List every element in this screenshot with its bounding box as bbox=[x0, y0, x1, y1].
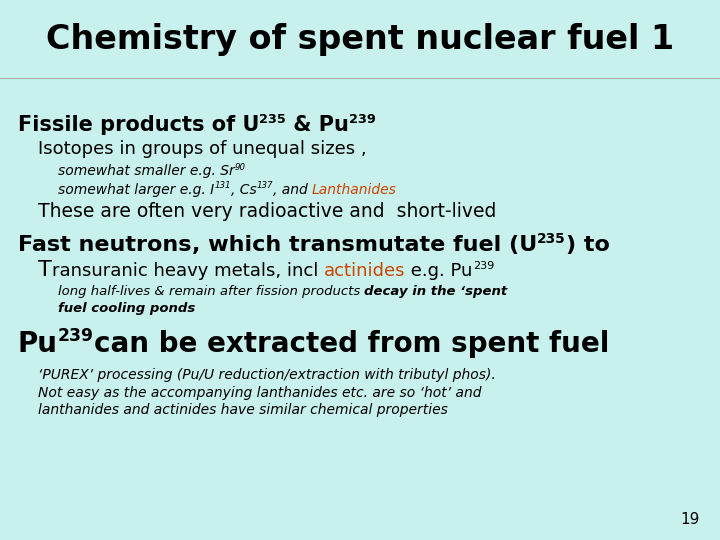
Text: Pu: Pu bbox=[18, 329, 58, 357]
Text: lanthanides and actinides have similar chemical properties: lanthanides and actinides have similar c… bbox=[38, 403, 448, 417]
Text: 239: 239 bbox=[473, 261, 494, 271]
Text: Lanthanides: Lanthanides bbox=[312, 183, 397, 197]
Text: Not easy as the accompanying lanthanides etc. are so ‘hot’ and: Not easy as the accompanying lanthanides… bbox=[38, 386, 482, 400]
Text: T: T bbox=[38, 260, 52, 280]
Text: 235: 235 bbox=[259, 113, 286, 126]
Text: Isotopes in groups of unequal sizes ,: Isotopes in groups of unequal sizes , bbox=[38, 140, 366, 158]
Text: & Pu: & Pu bbox=[286, 116, 349, 136]
Text: 137: 137 bbox=[256, 181, 273, 191]
Text: Fast neutrons: Fast neutrons bbox=[18, 235, 192, 255]
Text: somewhat smaller e.g. Sr: somewhat smaller e.g. Sr bbox=[58, 164, 235, 178]
Text: 239: 239 bbox=[58, 327, 94, 345]
Text: ‘PUREX’ processing (Pu/U reduction/extraction with tributyl phos).: ‘PUREX’ processing (Pu/U reduction/extra… bbox=[38, 368, 496, 382]
Text: somewhat larger e.g. I: somewhat larger e.g. I bbox=[58, 183, 215, 197]
Text: 235: 235 bbox=[536, 232, 565, 246]
Text: These are often very radioactive and  short-lived: These are often very radioactive and sho… bbox=[38, 202, 496, 221]
Text: , which transmutate fuel (U: , which transmutate fuel (U bbox=[192, 235, 536, 255]
Text: Fissile products of U: Fissile products of U bbox=[18, 116, 259, 136]
Text: 131: 131 bbox=[215, 181, 230, 191]
Text: , and: , and bbox=[273, 183, 312, 197]
Text: long half-lives & remain after fission products: long half-lives & remain after fission p… bbox=[58, 285, 364, 298]
Text: ransuranic heavy metals, incl: ransuranic heavy metals, incl bbox=[52, 262, 324, 280]
Text: can be extracted from spent fuel: can be extracted from spent fuel bbox=[94, 329, 609, 357]
Text: 239: 239 bbox=[349, 113, 376, 126]
Text: , Cs: , Cs bbox=[230, 183, 256, 197]
Text: e.g. Pu: e.g. Pu bbox=[405, 262, 473, 280]
Text: ) to: ) to bbox=[565, 235, 609, 255]
Text: 19: 19 bbox=[680, 511, 700, 526]
Text: 90: 90 bbox=[235, 163, 246, 172]
Text: actinides: actinides bbox=[324, 262, 405, 280]
Text: Chemistry of spent nuclear fuel 1: Chemistry of spent nuclear fuel 1 bbox=[46, 23, 674, 56]
Text: fuel cooling ponds: fuel cooling ponds bbox=[58, 302, 195, 315]
Text: decay in the ‘spent: decay in the ‘spent bbox=[364, 285, 508, 298]
